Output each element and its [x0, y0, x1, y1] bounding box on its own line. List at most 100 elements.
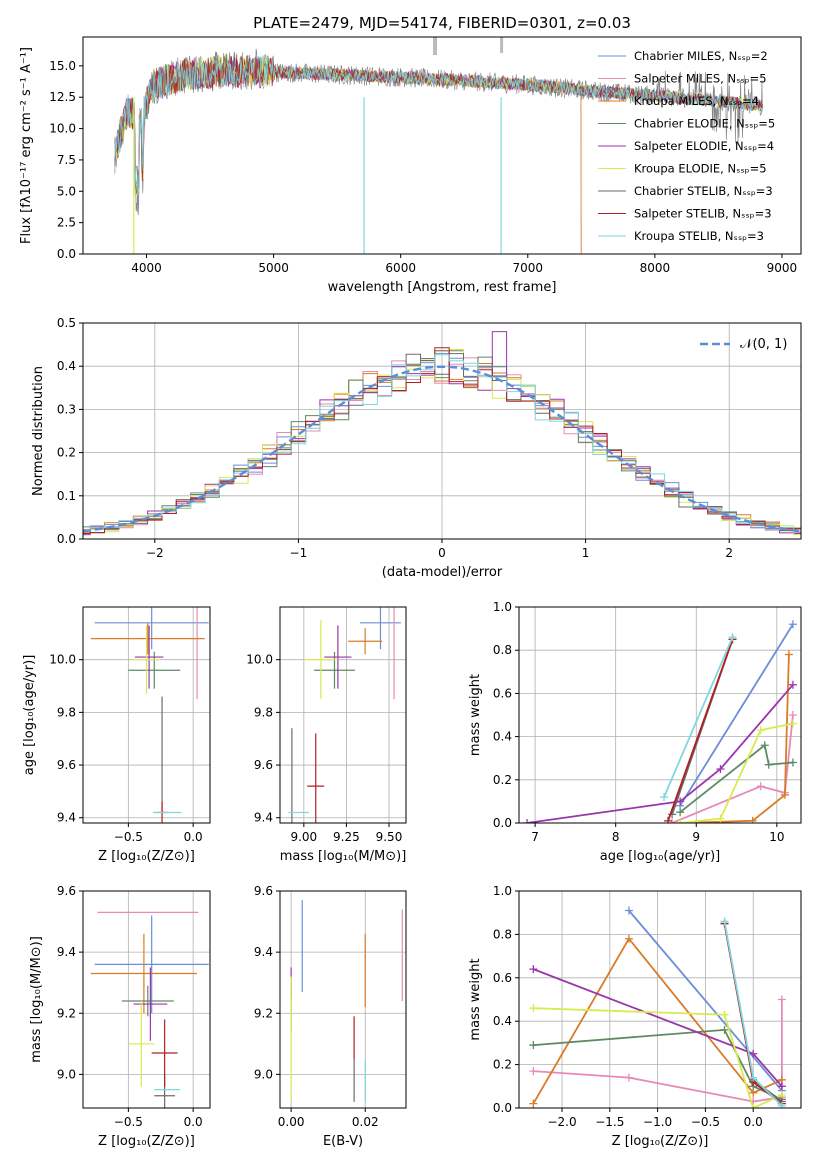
x-axis-label: age [log₁₀(age/yr)] — [600, 849, 721, 864]
y-tick-label: 0.2 — [493, 1058, 512, 1072]
panel-mass_vs_EBV: 0.00 0.02 9.0 9.2 9.4 9.6 E(B-V) — [254, 884, 407, 1149]
sky-residual-mark — [500, 37, 504, 53]
x-tick-label: 0.02 — [352, 1115, 379, 1129]
legend-label: Kroupa ELODIE, Nₛₛₚ=5 — [634, 162, 767, 176]
axes-frame — [82, 322, 802, 540]
x-tick-label: 2 — [725, 546, 733, 560]
y-tick-label: 2.5 — [57, 216, 76, 230]
y-tick-label: 5.0 — [57, 184, 76, 198]
plot-area-mass_vs_EBV — [290, 900, 403, 1102]
x-tick-label: 0.0 — [184, 830, 203, 844]
y-tick-label: 9.6 — [254, 758, 273, 772]
x-tick-label: 8000 — [640, 261, 671, 275]
residual-histogram — [83, 350, 801, 531]
plot-area-age_vs_mass — [288, 607, 401, 823]
y-tick-label: 9.2 — [57, 1006, 76, 1020]
x-axis-label: Z [log₁₀(Z/Z⊙)] — [98, 1134, 195, 1149]
mass-weight-marker — [720, 1010, 729, 1019]
residual-histogram — [83, 353, 801, 535]
y-tick-label: 0.2 — [57, 446, 76, 460]
legend-label: Chabrier ELODIE, Nₛₛₚ=5 — [634, 117, 775, 131]
mass-weight-marker — [749, 1073, 758, 1082]
y-tick-label: 0.6 — [493, 686, 512, 700]
x-axis-label: (data-model)/error — [382, 565, 503, 580]
residual-histogram — [83, 354, 801, 532]
x-axis-label: Z [log₁₀(Z/Z⊙)] — [612, 1134, 709, 1149]
x-axis-label: wavelength [Angstrom, rest frame] — [328, 280, 557, 295]
mass-weight-marker — [788, 620, 797, 629]
x-tick-label: 6000 — [385, 261, 416, 275]
mass-weight-line — [628, 909, 783, 1092]
y-tick-label: 10.0 — [246, 653, 273, 667]
mass-weight-marker — [777, 1082, 786, 1091]
y-axis-label: mass weight — [468, 674, 483, 756]
axes-frame — [279, 890, 407, 1109]
residual-histogram — [83, 353, 801, 535]
y-tick-label: 9.8 — [254, 705, 273, 719]
panel-mass_weight_vs_Z: −2.0 −1.5 −1.0 −0.5 0.0 0.0 0.2 0.4 0.6 0.8 1.0 Z [… — [468, 884, 802, 1149]
mass-weight-line — [671, 714, 794, 823]
y-tick-label: 0.3 — [57, 402, 76, 416]
y-tick-label: 9.6 — [57, 884, 76, 898]
panel-age_vs_mass: 9.00 9.25 9.50 9.4 9.6 9.8 10.0 mass [log₁₀(M/M… — [246, 606, 407, 864]
x-tick-label: 9.50 — [376, 830, 403, 844]
x-tick-label: 5000 — [258, 261, 289, 275]
x-tick-label: −2 — [146, 546, 164, 560]
legend-label: Salpeter ELODIE, Nₛₛₚ=4 — [634, 139, 774, 153]
panel-spectrum: 4000 5000 6000 7000 8000 9000 0.0 2.5 5.0 7.5 10.0… — [19, 14, 802, 295]
y-axis-label: mass [log₁₀(M/M⊙)] — [29, 936, 44, 1063]
plot-area-mass_vs_Z — [90, 911, 209, 1108]
mass-weight-marker — [716, 814, 725, 823]
axes-frame — [82, 606, 211, 824]
x-axis-label: E(B-V) — [323, 1134, 363, 1149]
mass-weight-marker — [529, 1041, 538, 1050]
x-tick-label: −1 — [290, 546, 308, 560]
model-spectrum — [114, 55, 763, 196]
y-tick-label: 9.4 — [57, 945, 76, 959]
y-axis-label: age [log₁₀(age/yr)] — [22, 655, 37, 776]
legend-label: 𝒩(0, 1) — [740, 337, 787, 352]
y-tick-label: 0.6 — [493, 971, 512, 985]
axes-frame — [82, 890, 211, 1109]
mass-weight-marker — [749, 1049, 758, 1058]
y-tick-label: 9.4 — [254, 945, 273, 959]
x-tick-label: −0.5 — [114, 830, 143, 844]
panel-mass_weight_vs_age: 7 8 9 10 0.0 0.2 0.4 0.6 0.8 1.0 age [log₁₀(age/yr… — [468, 600, 802, 864]
mass-weight-marker — [523, 819, 532, 823]
plot-area-age_vs_Z — [90, 607, 209, 823]
panel-residuals: −2 −1 0 1 2 0.0 0.1 0.2 0.3 0.4 0.5 (data-model)/er… — [31, 316, 802, 580]
mass-weight-line — [532, 937, 783, 1105]
mass-weight-marker — [777, 1101, 786, 1108]
mass-weight-marker — [624, 934, 633, 943]
y-tick-label: 0.4 — [493, 730, 512, 744]
y-axis-label: Flux [fλ10⁻¹⁷ erg cm⁻² s⁻¹ A⁻¹] — [19, 47, 34, 244]
y-tick-label: 9.8 — [57, 705, 76, 719]
y-tick-label: 1.0 — [493, 884, 512, 898]
mass-weight-marker — [529, 965, 538, 974]
mass-weight-line — [526, 684, 794, 823]
mass-weight-marker — [664, 816, 673, 823]
axes-frame — [518, 890, 802, 1109]
x-tick-label: 0 — [438, 546, 446, 560]
mass-weight-marker — [764, 760, 773, 769]
y-tick-label: 9.2 — [254, 1006, 273, 1020]
x-tick-label: 7000 — [513, 261, 544, 275]
mass-weight-line — [663, 636, 734, 798]
x-tick-label: 0.0 — [184, 1115, 203, 1129]
mass-weight-line — [679, 743, 793, 813]
y-tick-label: 0.5 — [57, 316, 76, 330]
mass-weight-marker — [728, 633, 737, 642]
mass-weight-marker — [624, 906, 633, 915]
legend-label: Salpeter STELIB, Nₛₛₚ=3 — [634, 207, 772, 221]
y-tick-label: 7.5 — [57, 153, 76, 167]
sky-residual-mark — [433, 37, 438, 55]
mass-weight-line — [680, 722, 794, 823]
mass-weight-marker — [777, 995, 786, 1004]
x-axis-label: mass [log₁₀(M/M⊙)] — [280, 849, 407, 864]
axes-frame — [82, 36, 802, 255]
mass-weight-marker — [788, 680, 797, 689]
x-tick-label: 9000 — [767, 261, 798, 275]
y-tick-label: 12.5 — [49, 90, 76, 104]
x-tick-label: −0.5 — [114, 1115, 143, 1129]
